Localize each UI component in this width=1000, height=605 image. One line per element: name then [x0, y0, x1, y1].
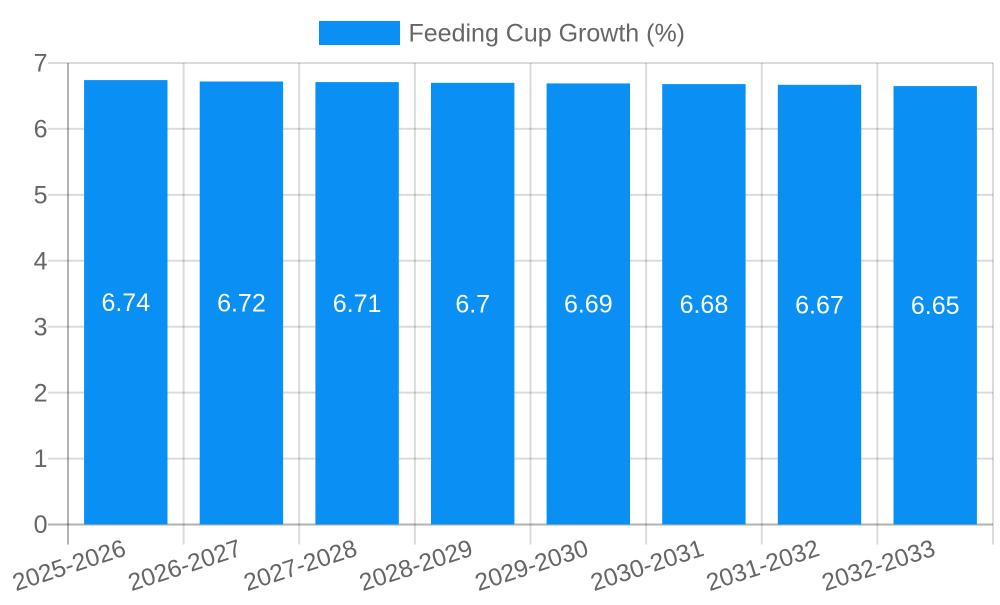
svg-text:6.68: 6.68: [680, 291, 729, 319]
svg-text:5: 5: [34, 182, 48, 210]
svg-text:1: 1: [34, 445, 48, 473]
svg-text:Feeding Cup Growth (%): Feeding Cup Growth (%): [409, 19, 686, 47]
svg-text:2: 2: [34, 379, 48, 407]
svg-text:4: 4: [34, 247, 48, 275]
svg-text:3: 3: [34, 313, 48, 341]
svg-text:6.71: 6.71: [333, 290, 382, 318]
svg-text:6.69: 6.69: [564, 291, 613, 319]
svg-text:0: 0: [34, 511, 48, 539]
svg-text:6.72: 6.72: [217, 290, 266, 318]
svg-text:6: 6: [34, 116, 48, 144]
svg-text:6.67: 6.67: [795, 291, 844, 319]
svg-text:7: 7: [34, 50, 48, 78]
svg-text:6.7: 6.7: [455, 290, 490, 318]
svg-text:6.74: 6.74: [101, 289, 150, 317]
svg-text:6.65: 6.65: [911, 292, 960, 320]
